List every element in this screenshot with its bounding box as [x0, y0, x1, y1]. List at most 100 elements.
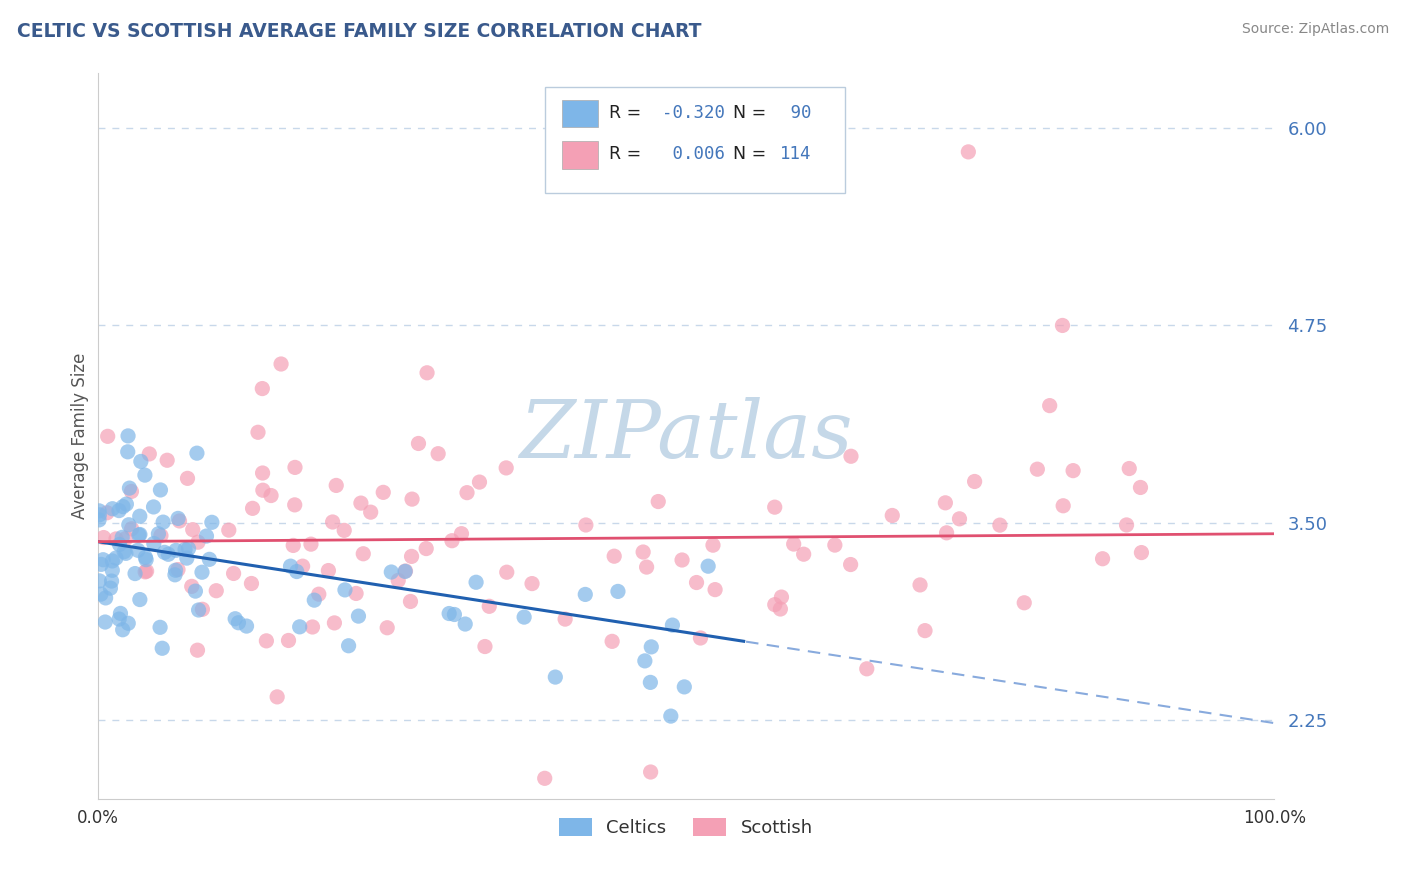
Text: CELTIC VS SCOTTISH AVERAGE FAMILY SIZE CORRELATION CHART: CELTIC VS SCOTTISH AVERAGE FAMILY SIZE C…: [17, 22, 702, 41]
Point: [988, 518, 1011, 533]
Point: [90, 587, 112, 601]
Point: [769, 602, 792, 616]
Point: [181, 523, 204, 537]
Point: [198, 552, 221, 566]
Point: [201, 516, 224, 530]
Point: [824, 538, 846, 552]
Point: [176, 551, 198, 566]
Point: [252, 382, 274, 396]
Point: [134, 550, 156, 565]
Point: [124, 566, 146, 581]
Point: [350, 496, 373, 510]
Point: [105, 532, 128, 546]
Point: [153, 545, 176, 559]
Point: [91, 552, 114, 566]
Point: [839, 558, 862, 572]
Point: [554, 612, 576, 626]
Point: [118, 481, 141, 495]
Point: [495, 565, 517, 579]
Point: [437, 607, 460, 621]
Point: [128, 528, 150, 542]
Point: [138, 447, 160, 461]
Point: [631, 545, 654, 559]
Point: [96, 506, 118, 520]
Point: [135, 552, 157, 566]
Point: [167, 511, 190, 525]
Point: [401, 549, 423, 564]
Point: [165, 563, 187, 577]
Point: [647, 494, 669, 508]
Y-axis label: Average Family Size: Average Family Size: [72, 352, 89, 519]
Point: [763, 500, 786, 515]
Point: [100, 574, 122, 588]
Point: [702, 538, 724, 552]
Point: [380, 565, 402, 579]
Point: [108, 612, 131, 626]
Text: R =: R =: [609, 103, 641, 122]
Point: [291, 559, 314, 574]
Point: [299, 537, 322, 551]
Point: [112, 544, 135, 558]
Bar: [562, 100, 598, 128]
Point: [191, 566, 214, 580]
Point: [187, 535, 209, 549]
Point: [134, 565, 156, 579]
Point: [240, 576, 263, 591]
Point: [169, 514, 191, 528]
Point: [948, 512, 970, 526]
Point: [117, 429, 139, 443]
Point: [186, 446, 208, 460]
Point: [685, 575, 707, 590]
Point: [1091, 551, 1114, 566]
Point: [456, 485, 478, 500]
Point: [607, 584, 630, 599]
Point: [94, 615, 117, 629]
Point: [135, 564, 157, 578]
Point: [465, 575, 488, 590]
Point: [640, 640, 662, 654]
Point: [260, 489, 283, 503]
Point: [344, 586, 367, 600]
Point: [1062, 464, 1084, 478]
Point: [242, 501, 264, 516]
Point: [333, 524, 356, 538]
Point: [150, 641, 173, 656]
Text: -0.320: -0.320: [662, 103, 725, 122]
Point: [277, 633, 299, 648]
Point: [176, 471, 198, 485]
Point: [373, 485, 395, 500]
Point: [689, 631, 711, 645]
Text: Source: ZipAtlas.com: Source: ZipAtlas.com: [1241, 22, 1389, 37]
Point: [375, 621, 398, 635]
Point: [288, 620, 311, 634]
Point: [117, 445, 139, 459]
Point: [533, 772, 555, 786]
Point: [101, 563, 124, 577]
Point: [247, 425, 270, 440]
Point: [1026, 462, 1049, 476]
Point: [640, 675, 662, 690]
Point: [108, 537, 131, 551]
Point: [934, 496, 956, 510]
Point: [184, 584, 207, 599]
Point: [252, 466, 274, 480]
Point: [1130, 545, 1153, 559]
Point: [908, 578, 931, 592]
Point: [394, 565, 416, 579]
Point: [266, 690, 288, 704]
Point: [100, 581, 122, 595]
Point: [600, 634, 623, 648]
Text: R =: R =: [609, 145, 641, 163]
Point: [394, 564, 416, 578]
Point: [770, 590, 793, 604]
Point: [882, 508, 904, 523]
Point: [177, 541, 200, 556]
Point: [252, 483, 274, 498]
Point: [440, 533, 463, 548]
Point: [254, 633, 277, 648]
Point: [89, 574, 111, 588]
Point: [128, 509, 150, 524]
Point: [352, 547, 374, 561]
Point: [224, 612, 246, 626]
Point: [415, 541, 437, 556]
